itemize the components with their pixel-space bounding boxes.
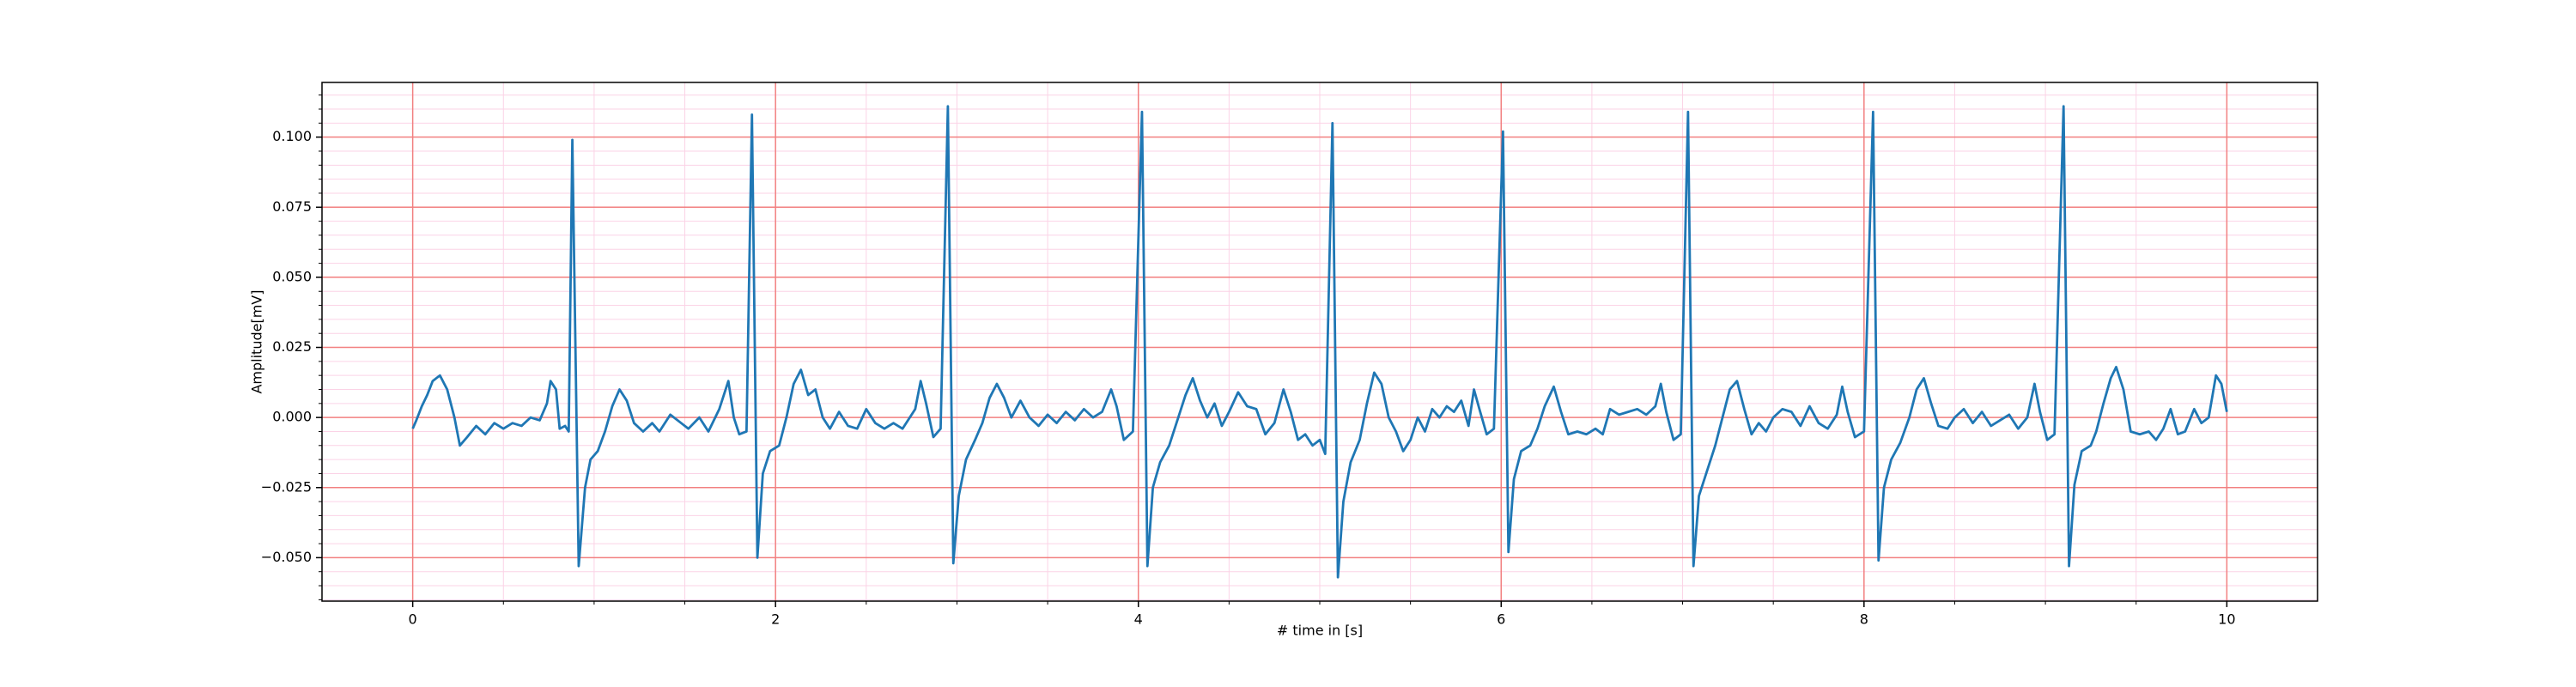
y-tick-label: 0.000 — [272, 409, 312, 425]
x-tick-label: 4 — [1134, 611, 1143, 628]
x-tick-label: 6 — [1497, 611, 1505, 628]
y-tick-label: 0.025 — [272, 338, 312, 355]
y-tick-label: 0.050 — [272, 268, 312, 284]
x-tick-label: 8 — [1860, 611, 1868, 628]
grid-layer — [322, 82, 2318, 601]
plot-layer — [411, 105, 2228, 579]
x-axis-label: # time in [s] — [1277, 623, 1363, 639]
y-axis-label: Amplitude[mV] — [249, 289, 265, 393]
x-tick-label: 2 — [771, 611, 780, 628]
y-tick-label: −0.050 — [261, 549, 312, 565]
x-tick-label: 10 — [2218, 611, 2235, 628]
y-tick-label: 0.100 — [272, 128, 312, 144]
x-tick-label: 0 — [409, 611, 417, 628]
y-tick-label: −0.025 — [261, 478, 312, 495]
ecg-line — [411, 105, 2228, 579]
y-tick-label: 0.075 — [272, 198, 312, 215]
